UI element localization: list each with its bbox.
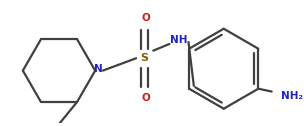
Text: N: N xyxy=(94,64,102,74)
Text: NH: NH xyxy=(170,35,188,45)
Text: O: O xyxy=(141,93,150,103)
Text: O: O xyxy=(141,13,150,23)
Text: S: S xyxy=(141,53,149,63)
Text: NH₂: NH₂ xyxy=(281,91,303,101)
